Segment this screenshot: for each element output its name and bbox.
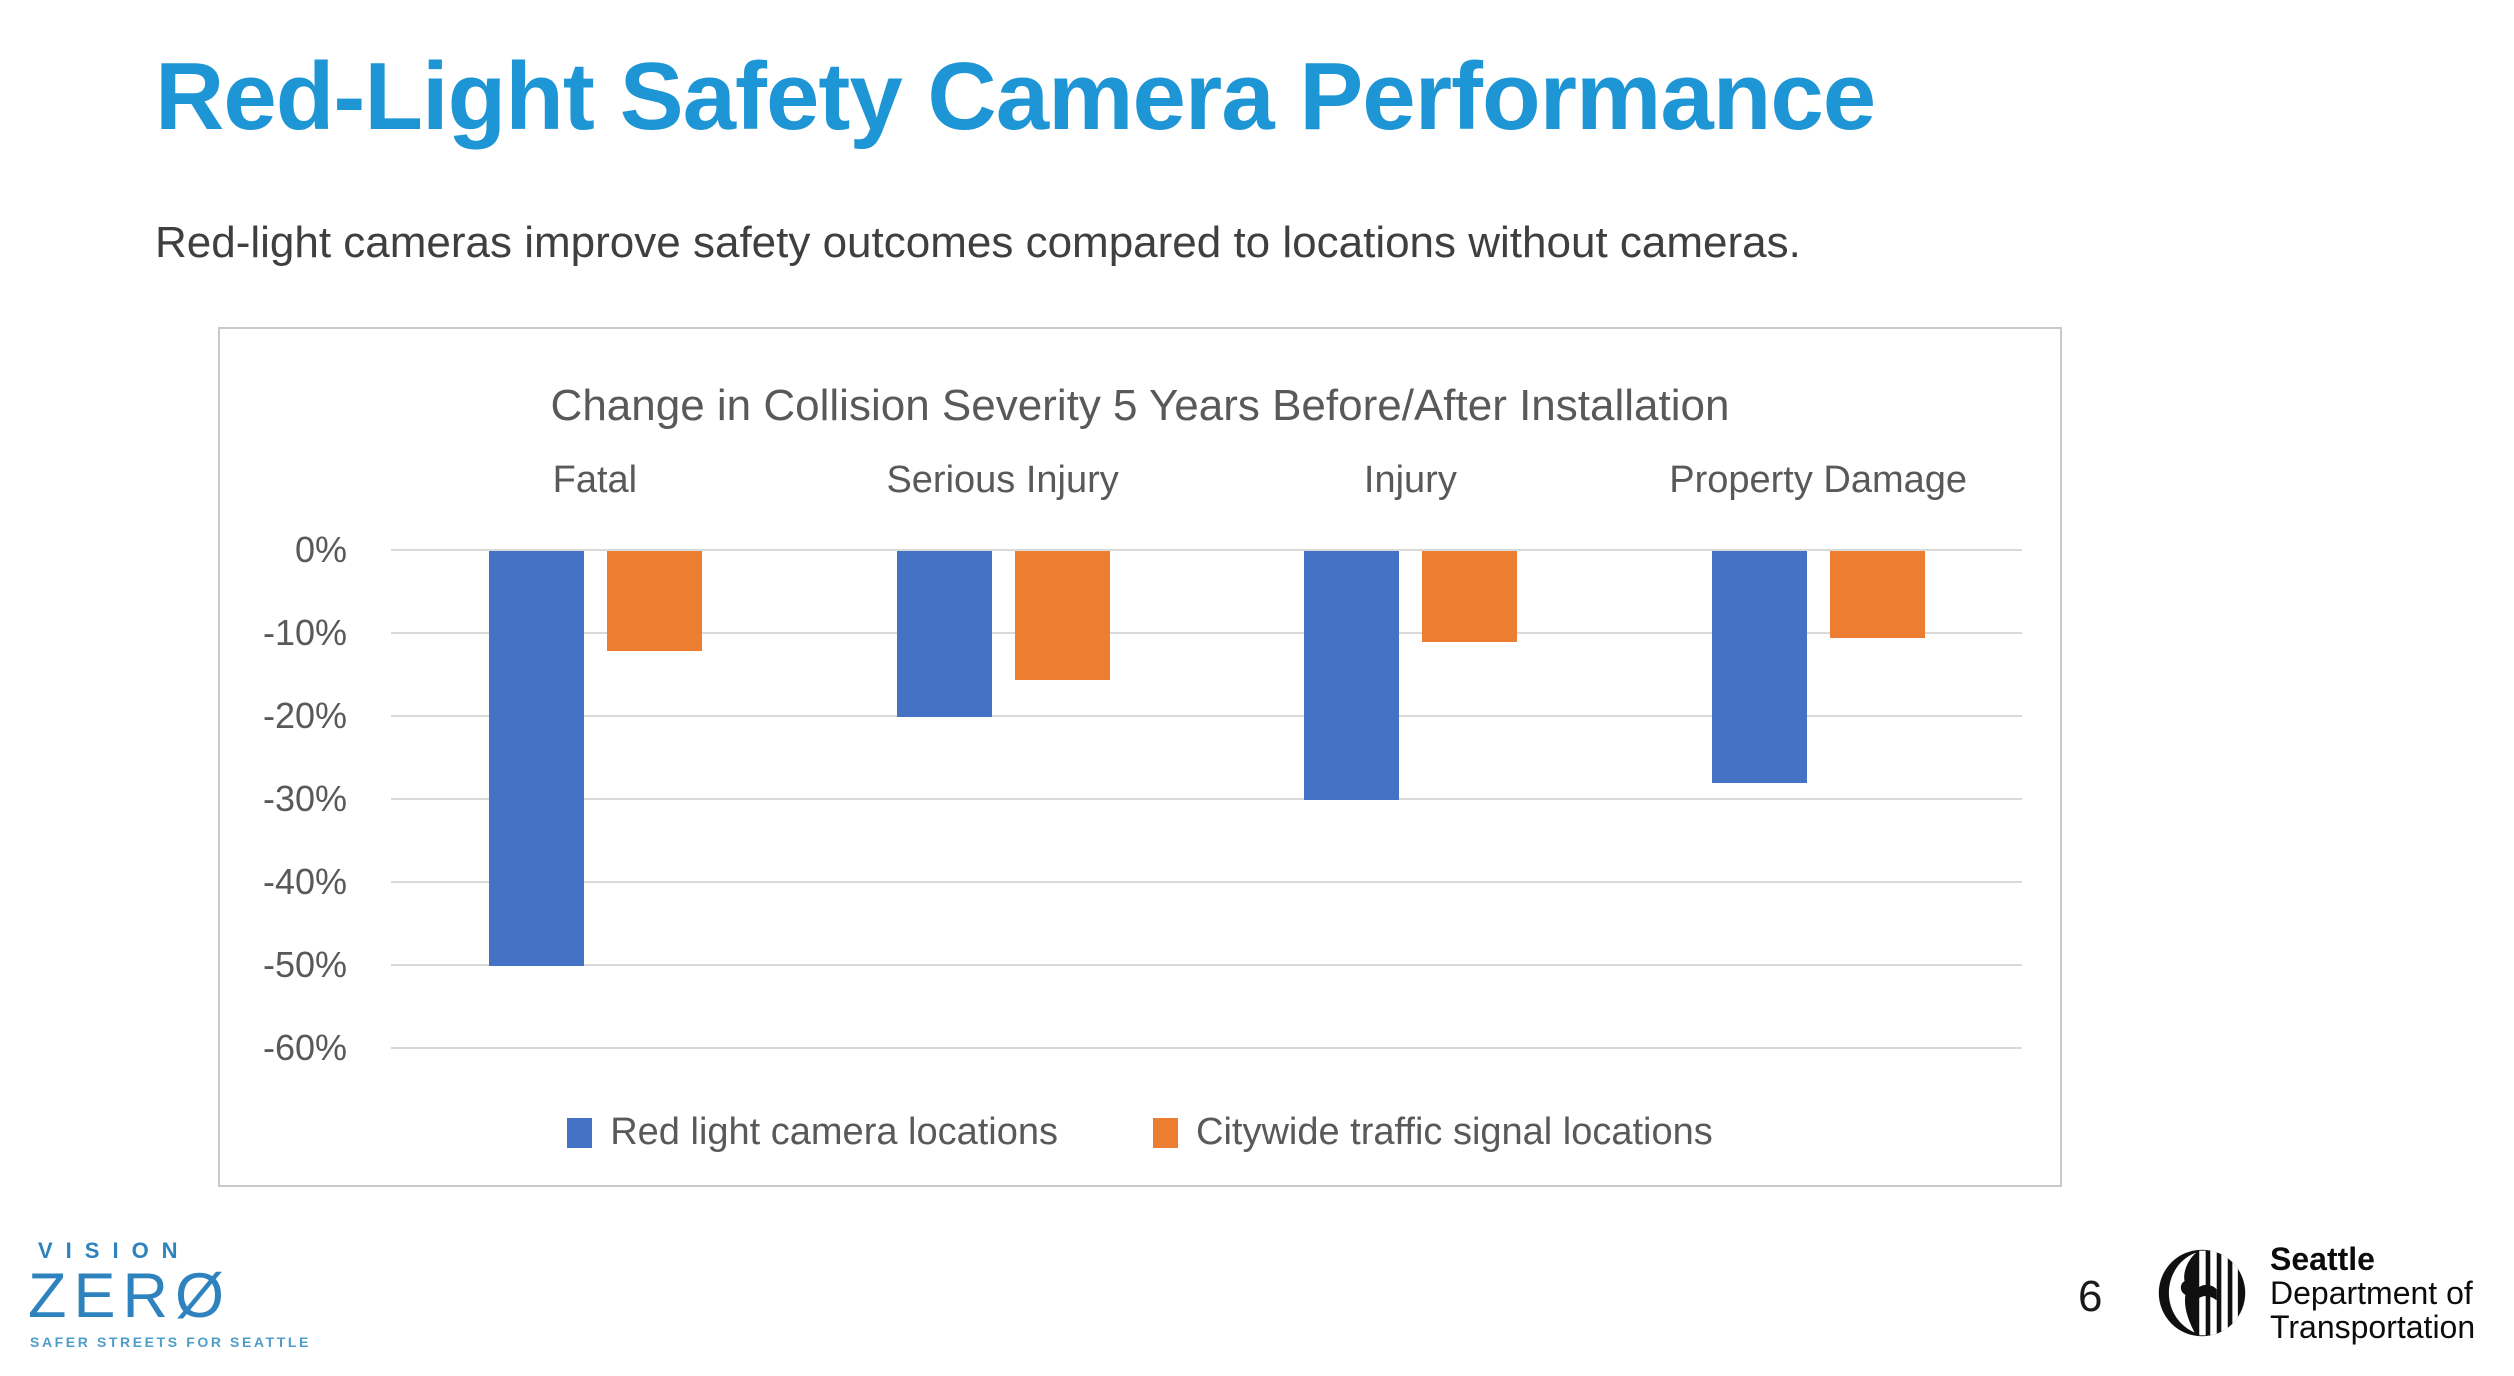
page-title: Red-Light Safety Camera Performance — [155, 43, 1876, 150]
y-axis-tick-label: -30% — [262, 778, 347, 819]
sdot-line-department: Department of — [2270, 1275, 2473, 1311]
bar-red-fatal — [488, 551, 584, 966]
y-axis-tick-label: -10% — [262, 612, 347, 653]
bar-citywide-property-damage — [1830, 551, 1926, 639]
gridline--60% — [391, 1047, 2022, 1049]
sdot-logo: Seattle Department of Transportation — [2156, 1242, 2475, 1344]
y-axis-tick-label: -40% — [262, 861, 347, 902]
chart-legend: Red light camera locations Citywide traf… — [220, 1111, 2060, 1154]
chart-title: Change in Collision Severity 5 Years Bef… — [550, 381, 1730, 430]
gridline--20% — [391, 715, 2022, 717]
legend-swatch-orange-icon — [1153, 1117, 1179, 1148]
gridline-0% — [391, 549, 2022, 551]
legend-item-citywide-signals: Citywide traffic signal locations — [1153, 1111, 1713, 1154]
bar-citywide-fatal — [606, 551, 702, 651]
page-number: 6 — [2078, 1272, 2103, 1321]
y-axis-tick-label: -20% — [262, 695, 347, 736]
bar-citywide-serious-injury — [1014, 551, 1110, 680]
vision-zero-logo: VISION ZERØ SAFER STREETS FOR SEATTLE — [28, 1238, 311, 1350]
sdot-wordmark: Seattle Department of Transportation — [2270, 1242, 2475, 1344]
sdot-line-seattle: Seattle — [2270, 1241, 2375, 1277]
bar-red-injury — [1304, 551, 1400, 800]
gridline--50% — [391, 964, 2022, 966]
category-label-serious-injury: Serious Injury — [886, 459, 1119, 501]
gridline--10% — [391, 632, 2022, 634]
legend-label: Red light camera locations — [610, 1111, 1059, 1153]
chart-plot-area: 0% -10% -20% -30% -40% -50% -60% Fatal Serious I… — [220, 329, 2060, 1185]
bar-citywide-injury — [1422, 551, 1518, 643]
y-axis-tick-label: -50% — [262, 944, 347, 985]
sdot-line-transportation: Transportation — [2270, 1309, 2476, 1345]
seattle-city-seal-icon — [2158, 1249, 2246, 1337]
y-axis-tick-label: -60% — [262, 1027, 347, 1068]
vision-zero-word-zero: ZERØ — [28, 1261, 232, 1331]
vision-zero-word-vision: VISION — [38, 1238, 191, 1263]
legend-swatch-blue-icon — [567, 1117, 593, 1148]
category-label-fatal: Fatal — [552, 459, 638, 501]
gridline--40% — [391, 881, 2022, 883]
legend-item-red-light-cameras: Red light camera locations — [567, 1111, 1058, 1154]
slide-subtitle: Red-light cameras improve safety outcome… — [155, 218, 1801, 267]
collision-severity-chart: Change in Collision Severity 5 Years Bef… — [218, 327, 2062, 1187]
gridline--30% — [391, 798, 2022, 800]
category-label-injury: Injury — [1363, 459, 1457, 501]
category-label-property-damage: Property Damage — [1669, 459, 1968, 501]
vision-zero-tagline: SAFER STREETS FOR SEATTLE — [30, 1334, 311, 1350]
legend-label: Citywide traffic signal locations — [1196, 1111, 1713, 1153]
bar-red-property-damage — [1712, 551, 1808, 784]
y-axis-tick-label: 0% — [294, 529, 347, 570]
bar-red-serious-injury — [896, 551, 992, 717]
